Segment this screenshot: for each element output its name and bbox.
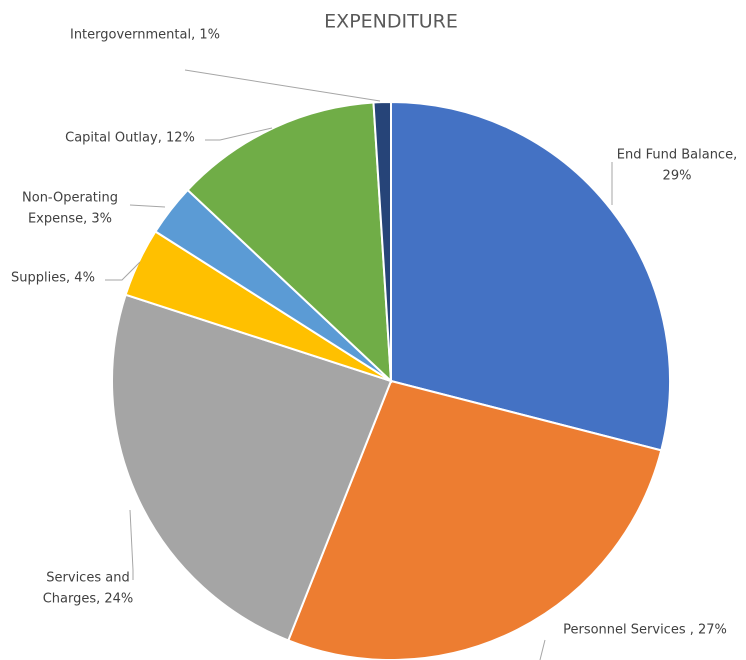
leader-line bbox=[539, 639, 546, 660]
data-label: Charges, 24% bbox=[43, 592, 134, 607]
pie-slice bbox=[286, 379, 663, 660]
pie-slice bbox=[372, 100, 392, 382]
leader-line bbox=[184, 69, 381, 102]
pie-slice bbox=[186, 101, 393, 384]
data-label: Capital Outlay, 12% bbox=[65, 131, 195, 146]
data-label: 29% bbox=[663, 169, 692, 184]
data-label: Supplies, 4% bbox=[11, 271, 95, 286]
pie-slice bbox=[111, 293, 393, 642]
pie-slice bbox=[390, 100, 671, 452]
chart-title: EXPENDITURE bbox=[324, 11, 458, 33]
data-label: End Fund Balance, bbox=[617, 148, 737, 163]
leader-line bbox=[129, 509, 134, 580]
data-label: Intergovernmental, 1% bbox=[70, 28, 220, 43]
data-label: Services and bbox=[46, 571, 129, 586]
data-label: Expense, 3% bbox=[28, 212, 112, 227]
data-label: Non-Operating bbox=[22, 191, 118, 206]
leader-line bbox=[129, 204, 166, 208]
leader-line bbox=[105, 261, 141, 281]
data-label: Personnel Services , 27% bbox=[563, 623, 727, 638]
leader-line bbox=[205, 127, 273, 141]
